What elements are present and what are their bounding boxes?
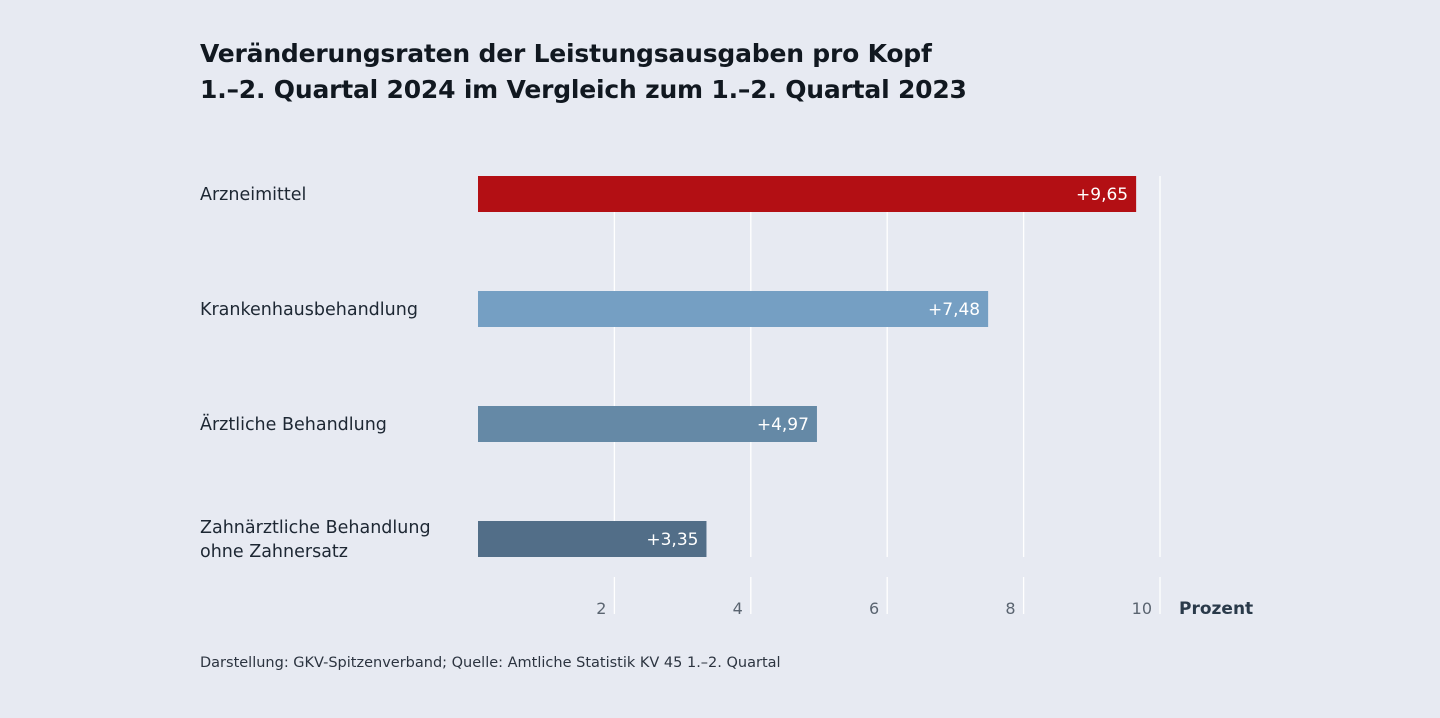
bar [478,521,707,557]
x-tick-label: 6 [869,599,879,618]
x-tick-label: 2 [596,599,606,618]
bar-value-label: +4,97 [757,415,809,435]
category-label: Krankenhausbehandlung [200,300,418,320]
category-label: ohne Zahnersatz [200,542,348,562]
category-label: Ärztliche Behandlung [200,414,387,435]
source-note: Darstellung: GKV-Spitzenverband; Quelle:… [200,655,781,671]
category-label: Zahnärztliche Behandlung [200,518,431,538]
x-tick-label: 10 [1132,599,1152,618]
x-axis-label: Prozent [1179,599,1253,619]
bar-value-label: +7,48 [928,300,980,320]
bar [478,176,1137,212]
bar [478,291,989,327]
chart-title-line: Veränderungsraten der Leistungsausgaben … [200,39,932,68]
bar [478,406,817,442]
x-tick-label: 4 [733,599,743,618]
category-label: Arzneimittel [200,185,306,205]
chart-subtitle-line: 1.–2. Quartal 2024 im Vergleich zum 1.–2… [200,75,967,104]
x-tick-label: 8 [1005,599,1015,618]
chart-title: Veränderungsraten der Leistungsausgaben … [200,36,967,108]
bar-value-label: +9,65 [1076,185,1128,205]
bar-value-label: +3,35 [646,530,698,550]
